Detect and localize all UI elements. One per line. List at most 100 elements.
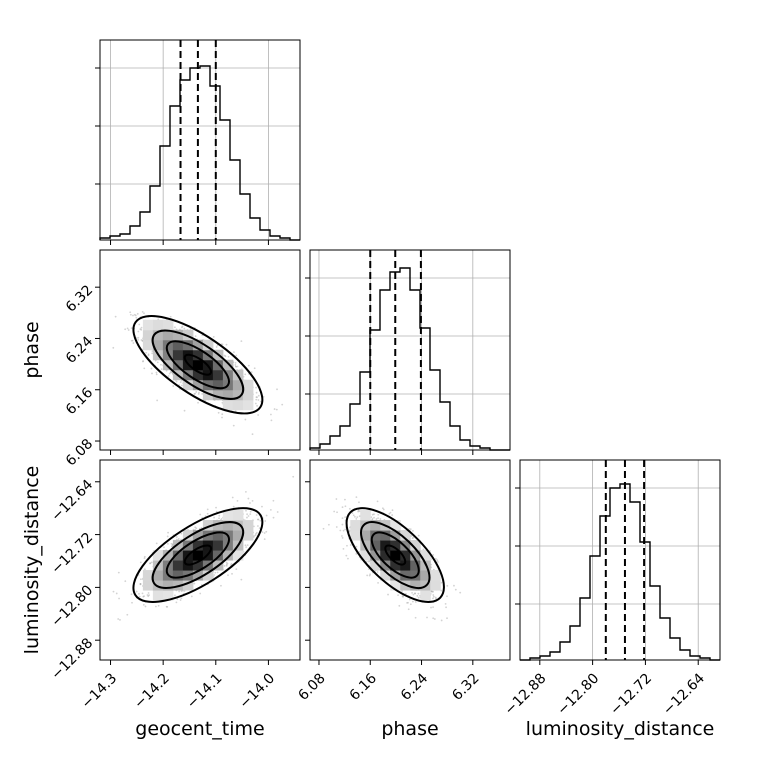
sample-point [175,380,178,383]
sample-point [240,368,243,371]
x-tick-label: −14.1 [184,670,226,712]
sample-point [256,396,258,399]
sample-point [417,596,420,599]
sample-point [432,554,435,556]
sample-point [220,584,222,587]
sample-point [199,513,202,516]
scatter-panel-phase-vs-luminosity_distance [305,459,511,665]
y-axis-label-phase: phase [21,321,43,378]
sample-point [225,343,228,346]
sample-point [233,351,235,354]
density-cell [212,369,224,381]
sample-point [172,385,175,387]
x-tick-label: −14.2 [131,670,173,712]
sample-point [197,401,199,404]
sample-point [265,514,268,517]
y-tick-label: 6.16 [63,385,96,418]
sample-point [221,413,224,416]
sample-point [344,505,347,508]
sample-point [129,313,132,316]
sample-point [257,399,260,401]
sample-point [179,599,182,601]
sample-point [322,527,325,530]
sample-point [240,578,243,581]
density-cell [212,389,224,401]
sample-point [377,581,379,584]
sample-point [371,517,374,520]
sample-point [408,598,411,601]
density-cell [182,580,194,591]
sample-point [382,508,385,511]
sample-point [269,508,272,511]
density-cell [192,560,204,571]
sample-point [215,506,217,509]
sample-point [165,605,168,608]
sample-point [346,544,348,547]
sample-point [414,592,416,595]
density-cell [360,520,371,531]
sample-point [130,593,133,596]
sample-point [169,371,172,373]
sample-point [444,602,447,605]
sample-point [170,542,173,545]
sample-point [135,337,138,339]
sample-point [270,419,273,422]
sample-point [141,310,144,313]
density-cell [360,550,371,561]
density-cell [390,520,401,531]
sample-point [432,594,435,596]
density-cell [390,570,401,581]
sample-point [155,605,157,608]
density-cell [242,520,254,531]
density-cell [162,329,174,341]
sample-point [339,529,342,532]
contour-level-2 [360,521,431,589]
density-cell [400,560,411,571]
sample-point [409,603,412,606]
sample-point [409,528,412,531]
sample-point [261,505,263,508]
sample-point [134,314,137,317]
sample-point [139,328,142,330]
sample-point [327,523,330,526]
sample-point [143,367,146,370]
sample-point [235,568,238,571]
sample-point [126,613,129,616]
sample-point [118,597,120,600]
density-cell [242,399,254,411]
y-tick-label: −12.88 [48,635,96,683]
sample-point [150,367,153,370]
sample-point [194,392,197,395]
sample-point [398,604,401,607]
sample-point [197,393,200,395]
sample-point [249,502,251,504]
density-cell [172,560,184,571]
sample-point [180,532,183,535]
density-cell [420,590,431,601]
sample-point [124,580,127,583]
sample-point [356,516,359,519]
density-cell [370,530,381,541]
sample-point [341,517,344,520]
sample-point [263,532,266,534]
sample-point [341,523,344,526]
x-tick-label: 6.08 [295,670,328,703]
sample-point [215,346,218,348]
sample-point [255,514,258,516]
sample-point [206,508,209,511]
density-cell [222,399,234,411]
sample-point [355,496,358,499]
sample-point [235,354,238,357]
density-cell [182,530,194,541]
sample-point [144,605,147,608]
sample-point [376,500,379,503]
x-tick-label: −14.0 [237,670,279,712]
sample-point [156,361,159,364]
sample-point [180,590,183,593]
density-cell [222,550,234,561]
density-cell [242,379,254,391]
sample-point [446,617,448,620]
sample-point [357,509,360,512]
sample-point [171,372,174,374]
